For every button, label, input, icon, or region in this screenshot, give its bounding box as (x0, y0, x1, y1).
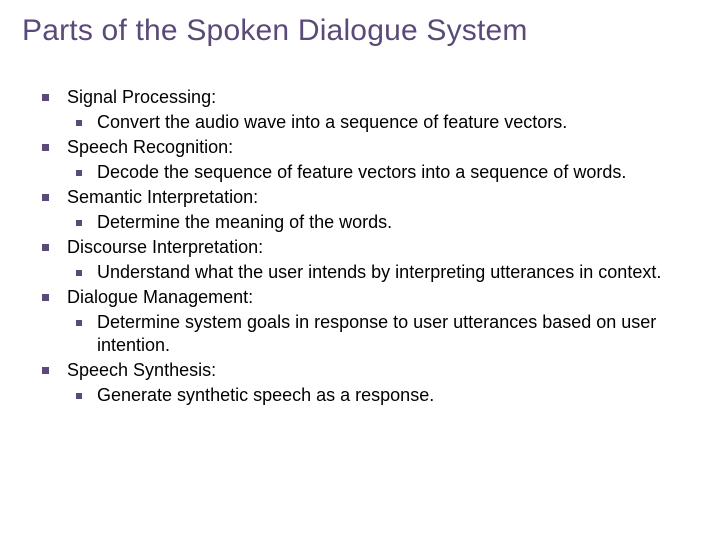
list-subitem: Understand what the user intends by inte… (42, 261, 690, 284)
bullet-icon (76, 170, 82, 176)
list-item: Speech Recognition: (42, 136, 690, 159)
list-item: Speech Synthesis: (42, 359, 690, 382)
list-subitem-label: Understand what the user intends by inte… (97, 261, 661, 284)
list-item: Discourse Interpretation: (42, 236, 690, 259)
list-subitem: Convert the audio wave into a sequence o… (42, 111, 690, 134)
bullet-icon (76, 320, 82, 326)
bullet-icon (42, 94, 49, 101)
bullet-icon (42, 144, 49, 151)
list-item: Dialogue Management: (42, 286, 690, 309)
list-subitem-label: Determine the meaning of the words. (97, 211, 392, 234)
list-item-label: Dialogue Management: (67, 286, 253, 309)
slide-body: Signal Processing: Convert the audio wav… (0, 48, 720, 407)
slide-title: Parts of the Spoken Dialogue System (0, 0, 720, 48)
bullet-icon (42, 367, 49, 374)
list-subitem: Determine system goals in response to us… (42, 311, 690, 357)
list-subitem: Determine the meaning of the words. (42, 211, 690, 234)
bullet-icon (42, 294, 49, 301)
list-item-label: Discourse Interpretation: (67, 236, 263, 259)
list-subitem-label: Decode the sequence of feature vectors i… (97, 161, 626, 184)
bullet-icon (42, 244, 49, 251)
bullet-icon (76, 220, 82, 226)
bullet-icon (76, 393, 82, 399)
list-subitem: Generate synthetic speech as a response. (42, 384, 690, 407)
list-subitem-label: Generate synthetic speech as a response. (97, 384, 434, 407)
list-item-label: Speech Synthesis: (67, 359, 216, 382)
list-subitem-label: Convert the audio wave into a sequence o… (97, 111, 567, 134)
bullet-icon (42, 194, 49, 201)
list-subitem-label: Determine system goals in response to us… (97, 311, 690, 357)
bullet-icon (76, 120, 82, 126)
bullet-icon (76, 270, 82, 276)
list-subitem: Decode the sequence of feature vectors i… (42, 161, 690, 184)
list-item: Signal Processing: (42, 86, 690, 109)
list-item-label: Signal Processing: (67, 86, 216, 109)
list-item-label: Semantic Interpretation: (67, 186, 258, 209)
list-item-label: Speech Recognition: (67, 136, 233, 159)
list-item: Semantic Interpretation: (42, 186, 690, 209)
